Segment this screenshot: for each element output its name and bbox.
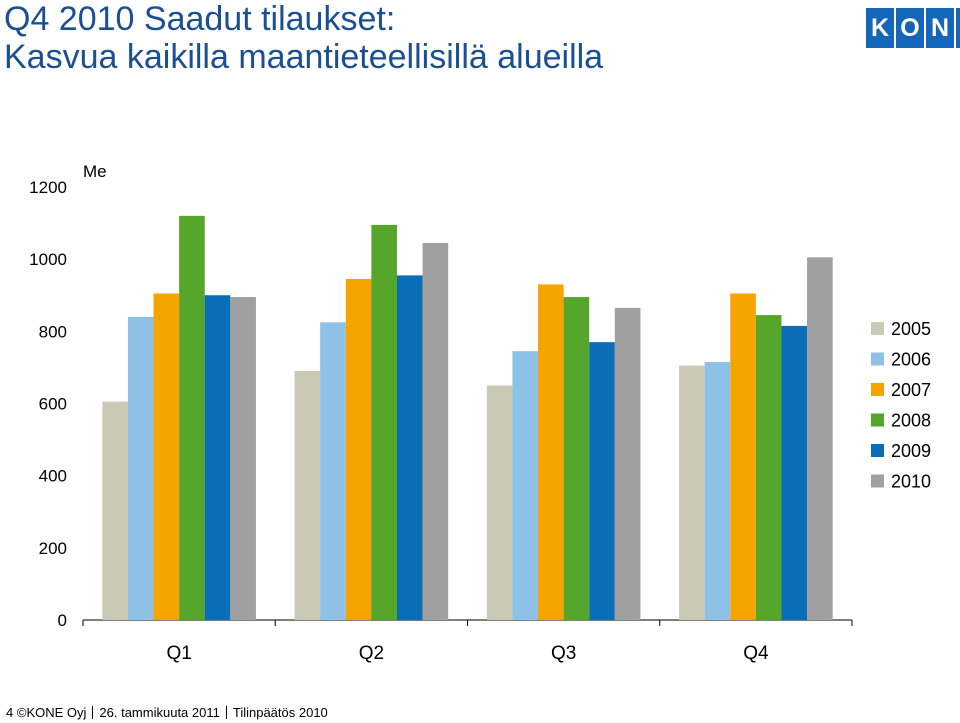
y-tick-label: 1200 (29, 178, 67, 197)
bar-q1-2006 (127, 316, 154, 620)
legend-swatch-2010 (871, 474, 884, 488)
bar-q3-2010 (614, 307, 641, 620)
bar-q1-2008 (179, 215, 205, 620)
footer-date: 26. tammikuuta 2011 (99, 705, 220, 720)
y-axis-unit-label: Me (83, 162, 107, 181)
x-tick-label: Q2 (359, 643, 384, 664)
x-tick-label: Q1 (166, 643, 191, 664)
footer-divider (225, 706, 227, 719)
logo-letter: N (926, 8, 954, 48)
footer-doc: Tilinpäätös 2010 (232, 705, 328, 720)
bar-q4-2005 (679, 365, 705, 620)
bar-q4-2008 (755, 315, 782, 620)
footer: 4 ©KONE Oyj 26. tammikuuta 2011 Tilinpäätö… (6, 705, 328, 721)
title-line-1: Q4 2010 Saadut tilaukset: (4, 0, 396, 38)
bar-q4-2007 (730, 293, 756, 620)
bar-q3-2007 (538, 284, 564, 620)
legend-label-2006: 2006 (891, 350, 931, 370)
legend-swatch-2009 (871, 444, 884, 457)
bar-q1-2010 (230, 297, 256, 620)
bar-q3-2005 (486, 385, 513, 620)
y-tick-label: 800 (39, 322, 67, 341)
bar-q3-2008 (563, 297, 590, 620)
legend-swatch-2005 (871, 322, 884, 335)
bar-q1-2009 (204, 295, 231, 620)
title-line-2: Kasvua kaikilla maantieteellisillä aluei… (4, 38, 604, 76)
footer-company: ©KONE Oyj (16, 705, 87, 720)
legend-swatch-2007 (871, 383, 884, 396)
y-tick-label: 400 (39, 467, 67, 486)
bar-q4-2009 (781, 325, 808, 620)
y-tick-label: 0 (58, 611, 67, 630)
bar-q3-2009 (589, 342, 615, 620)
bar-q2-2010 (422, 242, 449, 620)
legend-label-2008: 2008 (891, 411, 931, 431)
chart-legend: 2005 2006 2007 2008 2009 2010 (871, 319, 931, 492)
bar-q2-2006 (320, 322, 346, 620)
bar-q2-2007 (345, 279, 372, 620)
slide-title: Q4 2010 Saadut tilaukset: Kasvua kaikill… (4, 0, 603, 76)
legend-label-2009: 2009 (891, 441, 931, 461)
y-tick-label: 600 (39, 395, 67, 414)
logo-letter: K (866, 8, 894, 48)
chart-axes: 0 200 400 600 800 1000 1200 Me Q1 Q2 Q3 Q4 (29, 162, 853, 664)
bar-q2-2009 (396, 275, 423, 620)
legend-label-2010: 2010 (891, 472, 931, 492)
bar-q1-2007 (153, 293, 180, 620)
legend-swatch-2006 (871, 352, 884, 366)
bar-q1-2005 (102, 401, 128, 620)
kone-logo: K O N E (866, 8, 960, 48)
bar-q2-2005 (294, 371, 321, 620)
bar-q3-2006 (512, 351, 539, 620)
footer-divider (92, 706, 94, 719)
orders-bar-chart: 0 200 400 600 800 1000 1200 Me Q1 Q2 Q3 Q4 2005 2006… (29, 162, 931, 664)
bar-q2-2008 (371, 224, 397, 620)
chart-bars (102, 215, 833, 620)
logo-letter: O (896, 8, 924, 48)
legend-label-2005: 2005 (891, 319, 931, 339)
legend-label-2007: 2007 (891, 380, 931, 400)
x-tick-label: Q3 (551, 643, 576, 664)
footer-page-number: 4 (6, 705, 14, 720)
y-tick-label: 200 (39, 539, 67, 558)
bar-q4-2006 (704, 362, 731, 620)
legend-swatch-2008 (871, 413, 884, 427)
x-tick-label: Q4 (743, 643, 769, 664)
logo-letter: E (956, 8, 960, 48)
bar-q4-2010 (807, 257, 833, 620)
y-tick-label: 1000 (29, 250, 67, 269)
